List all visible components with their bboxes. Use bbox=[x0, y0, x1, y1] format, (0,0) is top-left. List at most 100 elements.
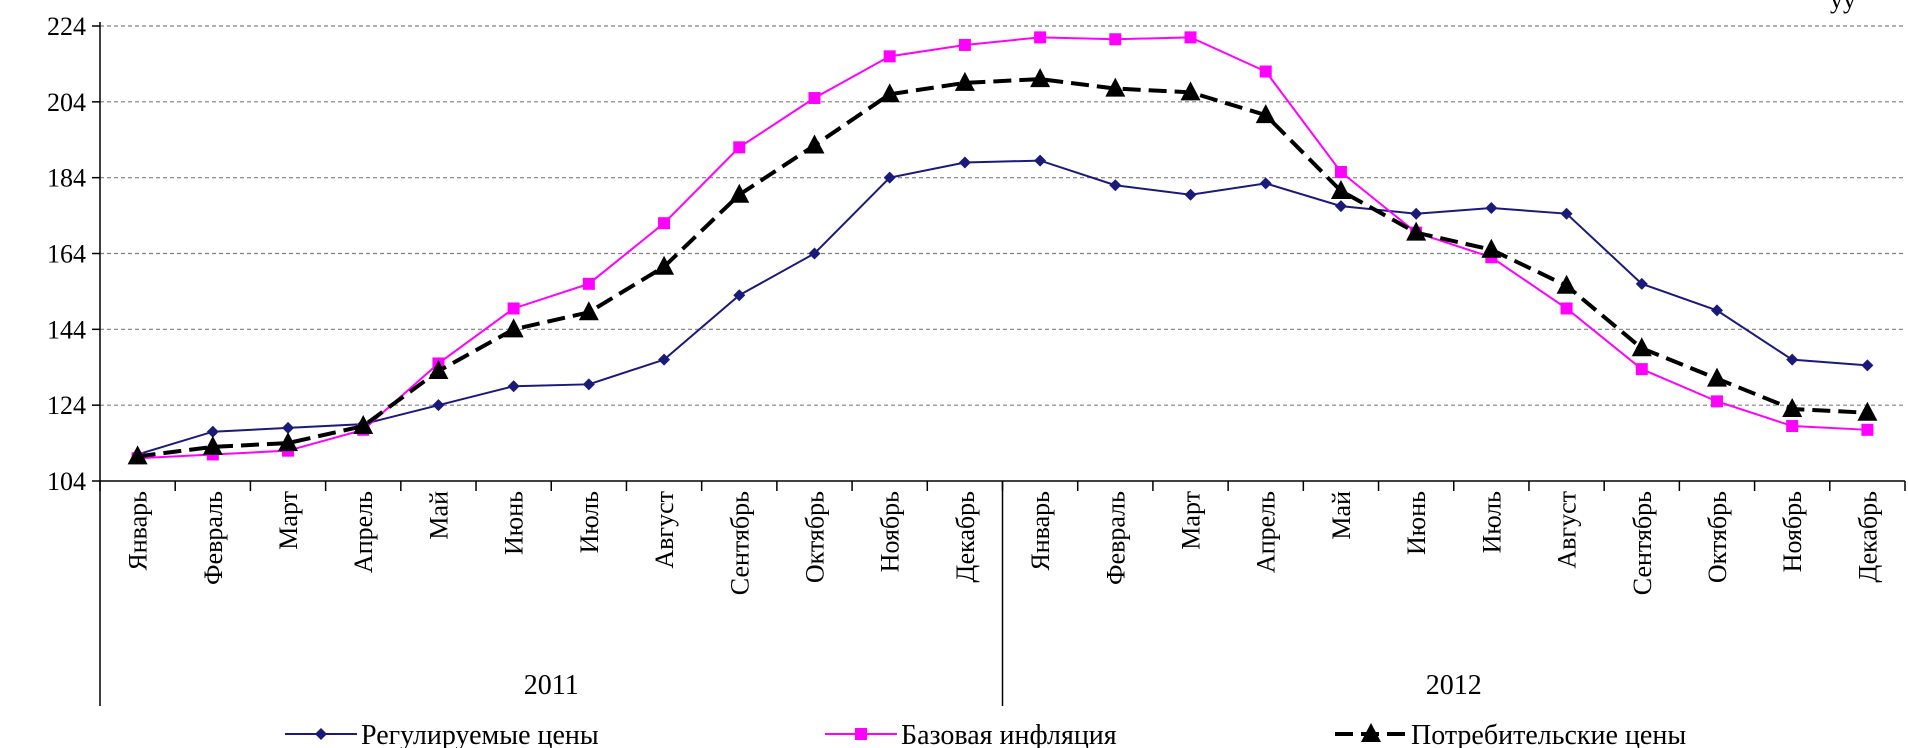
legend-item: Потребительские цены bbox=[1335, 720, 1686, 748]
y-tick-label: 184 bbox=[47, 164, 86, 193]
data-point bbox=[1410, 207, 1423, 220]
data-point bbox=[202, 435, 223, 455]
legend-label: Потребительские цены bbox=[1411, 720, 1686, 748]
data-point bbox=[883, 171, 896, 184]
x-tick-label: Июнь bbox=[500, 491, 529, 555]
x-tick-label: Февраль bbox=[199, 491, 228, 585]
data-point bbox=[1259, 65, 1272, 78]
x-tick-label: Март bbox=[1177, 491, 1206, 550]
x-tick-label: Сентябрь bbox=[725, 491, 754, 595]
x-tick-label: Март bbox=[274, 491, 303, 550]
data-point bbox=[1635, 363, 1648, 376]
x-tick-label: Апрель bbox=[1252, 491, 1281, 573]
corner-note: уу bbox=[1830, 0, 1856, 14]
x-tick-label: Август bbox=[1553, 491, 1582, 569]
data-point bbox=[1857, 401, 1878, 421]
data-point bbox=[1184, 188, 1197, 201]
x-tick-label: Январь bbox=[124, 491, 153, 571]
year-label: 2012 bbox=[1426, 670, 1482, 701]
data-point bbox=[658, 217, 671, 230]
data-point bbox=[1034, 31, 1047, 44]
series-group bbox=[127, 31, 1878, 465]
data-point bbox=[1635, 277, 1648, 290]
series-3 bbox=[127, 68, 1878, 465]
data-point bbox=[1334, 165, 1347, 178]
year-group-labels: 2011 2012 bbox=[524, 481, 1482, 706]
data-point bbox=[428, 360, 449, 380]
data-point bbox=[1485, 202, 1498, 214]
data-point bbox=[1481, 238, 1502, 258]
y-tick-label: 164 bbox=[47, 240, 86, 269]
data-point bbox=[954, 71, 975, 91]
x-tick-label: Июль bbox=[575, 491, 604, 554]
data-point bbox=[804, 134, 825, 154]
data-point bbox=[1030, 68, 1051, 88]
x-tick-label: Апрель bbox=[349, 491, 378, 573]
legend-label: Регулируемые цены bbox=[361, 720, 599, 748]
x-tick-label: Ноябрь bbox=[1778, 491, 1807, 572]
legend-marker bbox=[855, 728, 867, 740]
data-point bbox=[1556, 274, 1577, 294]
data-point bbox=[507, 380, 520, 393]
data-point bbox=[1255, 104, 1276, 124]
data-point bbox=[1034, 154, 1047, 167]
data-point bbox=[1560, 207, 1573, 220]
x-tick-label: Октябрь bbox=[800, 491, 829, 583]
series-line bbox=[137, 36, 1868, 460]
data-point bbox=[1861, 359, 1874, 372]
data-point bbox=[582, 378, 595, 391]
x-tick-label: Июль bbox=[1477, 491, 1506, 554]
data-point bbox=[958, 156, 971, 169]
data-point bbox=[879, 83, 900, 103]
x-tick-label: Декабрь bbox=[1853, 491, 1882, 583]
y-axis-ticks: 104 124 144 164 184 204 224 bbox=[47, 12, 100, 496]
data-point bbox=[1706, 367, 1727, 387]
data-point bbox=[808, 247, 821, 260]
data-point bbox=[1782, 397, 1803, 417]
data-point bbox=[1631, 337, 1652, 357]
year-label: 2011 bbox=[524, 670, 579, 701]
data-point bbox=[432, 399, 445, 412]
legend-marker bbox=[1361, 723, 1381, 742]
y-tick-label: 104 bbox=[47, 467, 86, 496]
data-point bbox=[353, 415, 374, 435]
data-point bbox=[1406, 221, 1427, 241]
data-point bbox=[282, 421, 295, 434]
data-point bbox=[1184, 31, 1197, 44]
x-tick-label: Январь bbox=[1026, 491, 1055, 571]
data-point bbox=[1710, 395, 1723, 408]
data-point bbox=[1330, 179, 1351, 199]
y-tick-label: 124 bbox=[47, 391, 86, 420]
x-tick-label: Сентябрь bbox=[1628, 491, 1657, 595]
x-tick-label: Май bbox=[424, 491, 453, 540]
data-point bbox=[582, 277, 595, 290]
data-point bbox=[503, 318, 524, 338]
data-point bbox=[507, 302, 520, 315]
data-point bbox=[1109, 179, 1122, 192]
y-tick-label: 224 bbox=[47, 12, 86, 41]
x-tick-label: Июнь bbox=[1402, 491, 1431, 555]
x-tick-label: Август bbox=[650, 491, 679, 569]
data-point bbox=[733, 141, 746, 154]
data-point bbox=[1109, 33, 1122, 46]
x-tick-label: Май bbox=[1327, 491, 1356, 540]
y-tick-label: 204 bbox=[47, 88, 86, 117]
data-point bbox=[808, 92, 821, 105]
data-point bbox=[729, 183, 750, 203]
data-point bbox=[654, 255, 675, 275]
x-tick-label: Декабрь bbox=[951, 491, 980, 583]
x-tick-label: Ноябрь bbox=[876, 491, 905, 572]
legend: Регулируемые цены Базовая инфляция Потреби… bbox=[285, 720, 1686, 748]
data-point bbox=[278, 432, 299, 452]
data-point bbox=[1105, 77, 1126, 97]
series-2 bbox=[131, 31, 1874, 465]
data-point bbox=[206, 425, 219, 438]
data-point bbox=[883, 50, 896, 63]
series-line bbox=[137, 77, 1868, 459]
data-point bbox=[578, 301, 599, 321]
data-point bbox=[658, 353, 671, 366]
data-point bbox=[1710, 304, 1723, 317]
data-point bbox=[1560, 302, 1573, 315]
y-tick-label: 144 bbox=[47, 315, 86, 344]
